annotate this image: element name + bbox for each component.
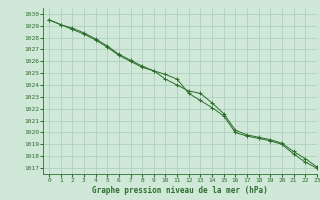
X-axis label: Graphe pression niveau de la mer (hPa): Graphe pression niveau de la mer (hPa) [92, 186, 268, 195]
